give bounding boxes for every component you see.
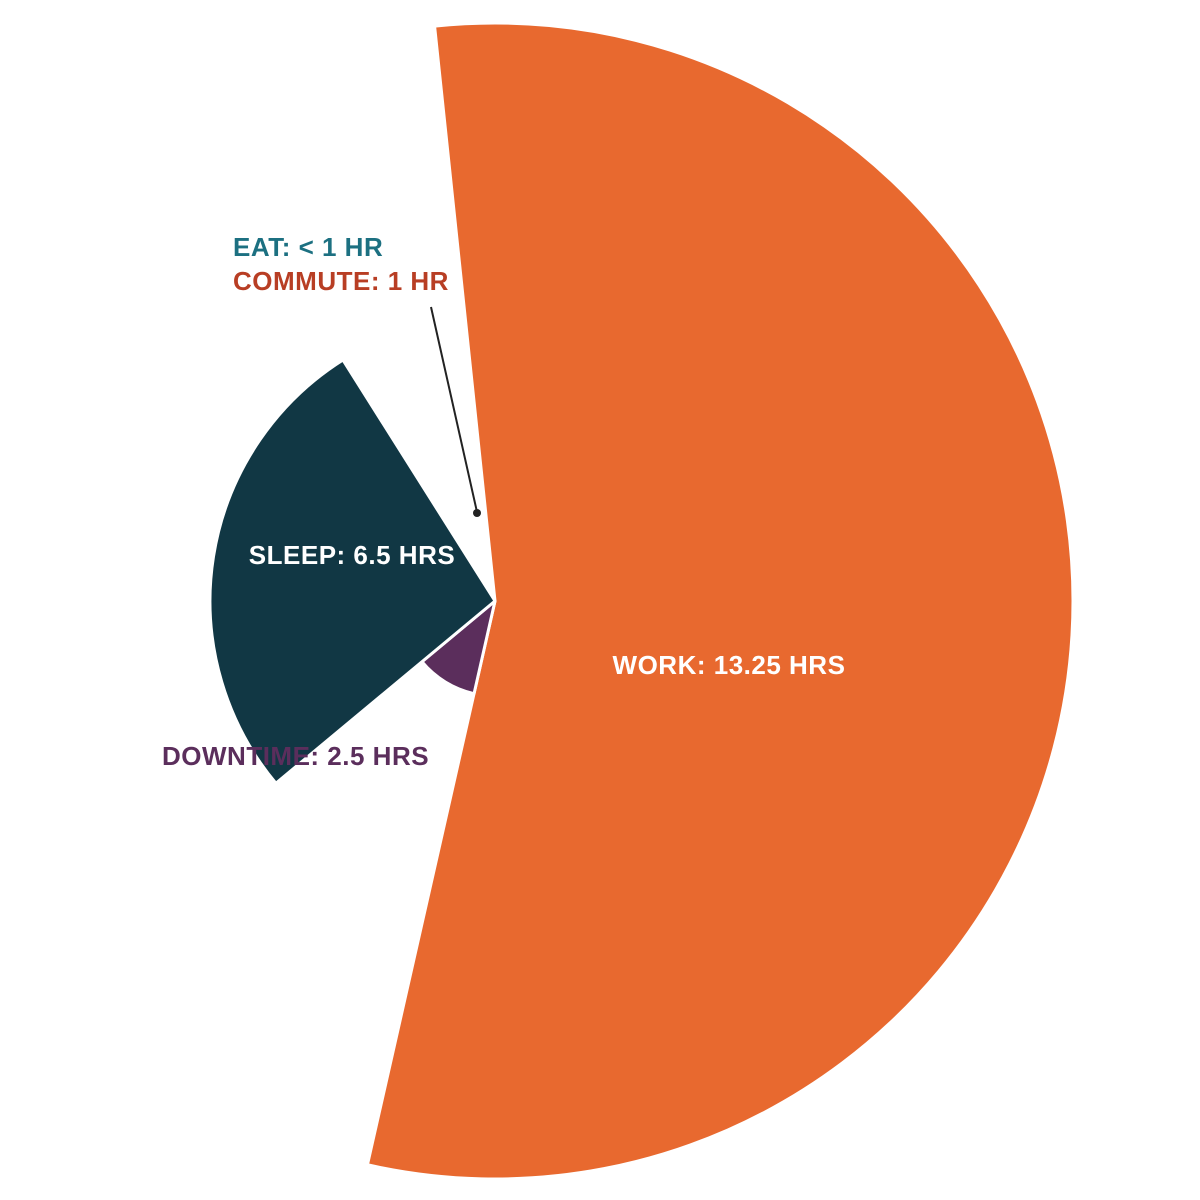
sleep-label: SLEEP: 6.5 HRS [249, 540, 455, 570]
downtime-label: DOWNTIME: 2.5 HRS [162, 741, 429, 771]
commute-label: COMMUTE: 1 HR [233, 266, 449, 296]
eat-label: EAT: < 1 HR [233, 232, 383, 262]
work-label: WORK: 13.25 HRS [613, 650, 846, 680]
slice-group [208, 21, 1075, 1181]
commute-eat-leader-line [430, 306, 478, 513]
work-slice [365, 21, 1075, 1181]
label-group: EAT: < 1 HR COMMUTE: 1 HR SLEEP: 6.5 HRS… [162, 232, 845, 771]
leader-line-dot [473, 509, 481, 517]
sleep-slice [208, 358, 497, 785]
